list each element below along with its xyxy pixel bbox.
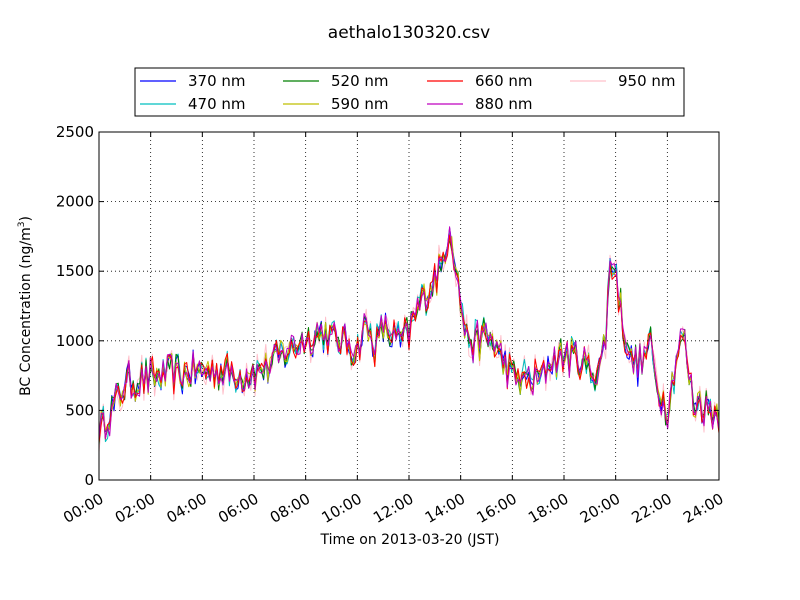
y-axis-label-superscript: 3	[17, 222, 27, 228]
legend-items: 370 nm 470 nm 520 nm 590 nm 660 nm 880 nm 950 …	[140, 72, 676, 113]
legend-frame	[134, 67, 685, 117]
y-tick-label: 2000	[56, 193, 94, 211]
legend-label: 660 nm	[475, 72, 533, 90]
x-tick-label: 02:00	[112, 490, 158, 527]
x-tick-label: 16:00	[473, 490, 519, 527]
y-tick-label: 500	[65, 401, 94, 419]
x-tick-label: 10:00	[318, 490, 364, 527]
chart-title: aethalo130320.csv	[328, 23, 490, 43]
legend-label: 590 nm	[331, 95, 389, 113]
legend-label: 880 nm	[475, 95, 533, 113]
x-tick-label: 04:00	[163, 490, 209, 527]
y-axis-label-close: )	[18, 216, 34, 221]
x-tick-label: 20:00	[577, 490, 623, 527]
y-tick-label: 1500	[56, 262, 94, 280]
y-tick-label: 2500	[56, 123, 94, 141]
x-tick-label: 18:00	[525, 490, 571, 527]
x-tick-label: 12:00	[370, 490, 416, 527]
y-tick-label: 0	[84, 471, 94, 489]
y-tick-label: 1000	[56, 332, 94, 350]
x-tick-label: 06:00	[215, 490, 261, 527]
x-axis-label: Time on 2013-03-20 (JST)	[320, 532, 500, 548]
x-tick-label: 22:00	[628, 490, 674, 527]
legend-label: 370 nm	[188, 72, 246, 90]
x-tick-label: 14:00	[422, 490, 468, 527]
legend-label: 520 nm	[331, 72, 389, 90]
x-tick-label: 24:00	[680, 490, 726, 527]
x-tick-labels: 00:00 02:00 04:00 06:00 08:00 10:00 12:00 14:00…	[60, 490, 726, 527]
grid-lines	[99, 132, 719, 480]
legend-label: 950 nm	[618, 72, 676, 90]
y-axis-label-main: BC Concentration (ng/m	[18, 227, 34, 396]
legend-label: 470 nm	[188, 95, 246, 113]
y-tick-labels: 0 500 1000 1500 2000 2500	[56, 123, 94, 489]
y-axis-label: BC Concentration (ng/m3)	[17, 216, 34, 396]
x-tick-label: 00:00	[60, 490, 106, 527]
series-line-6	[98, 226, 720, 439]
axis-ticks	[98, 131, 720, 481]
legend: 370 nm 470 nm 520 nm 590 nm 660 nm 880 nm 950 …	[134, 67, 685, 117]
x-tick-label: 08:00	[267, 490, 313, 527]
